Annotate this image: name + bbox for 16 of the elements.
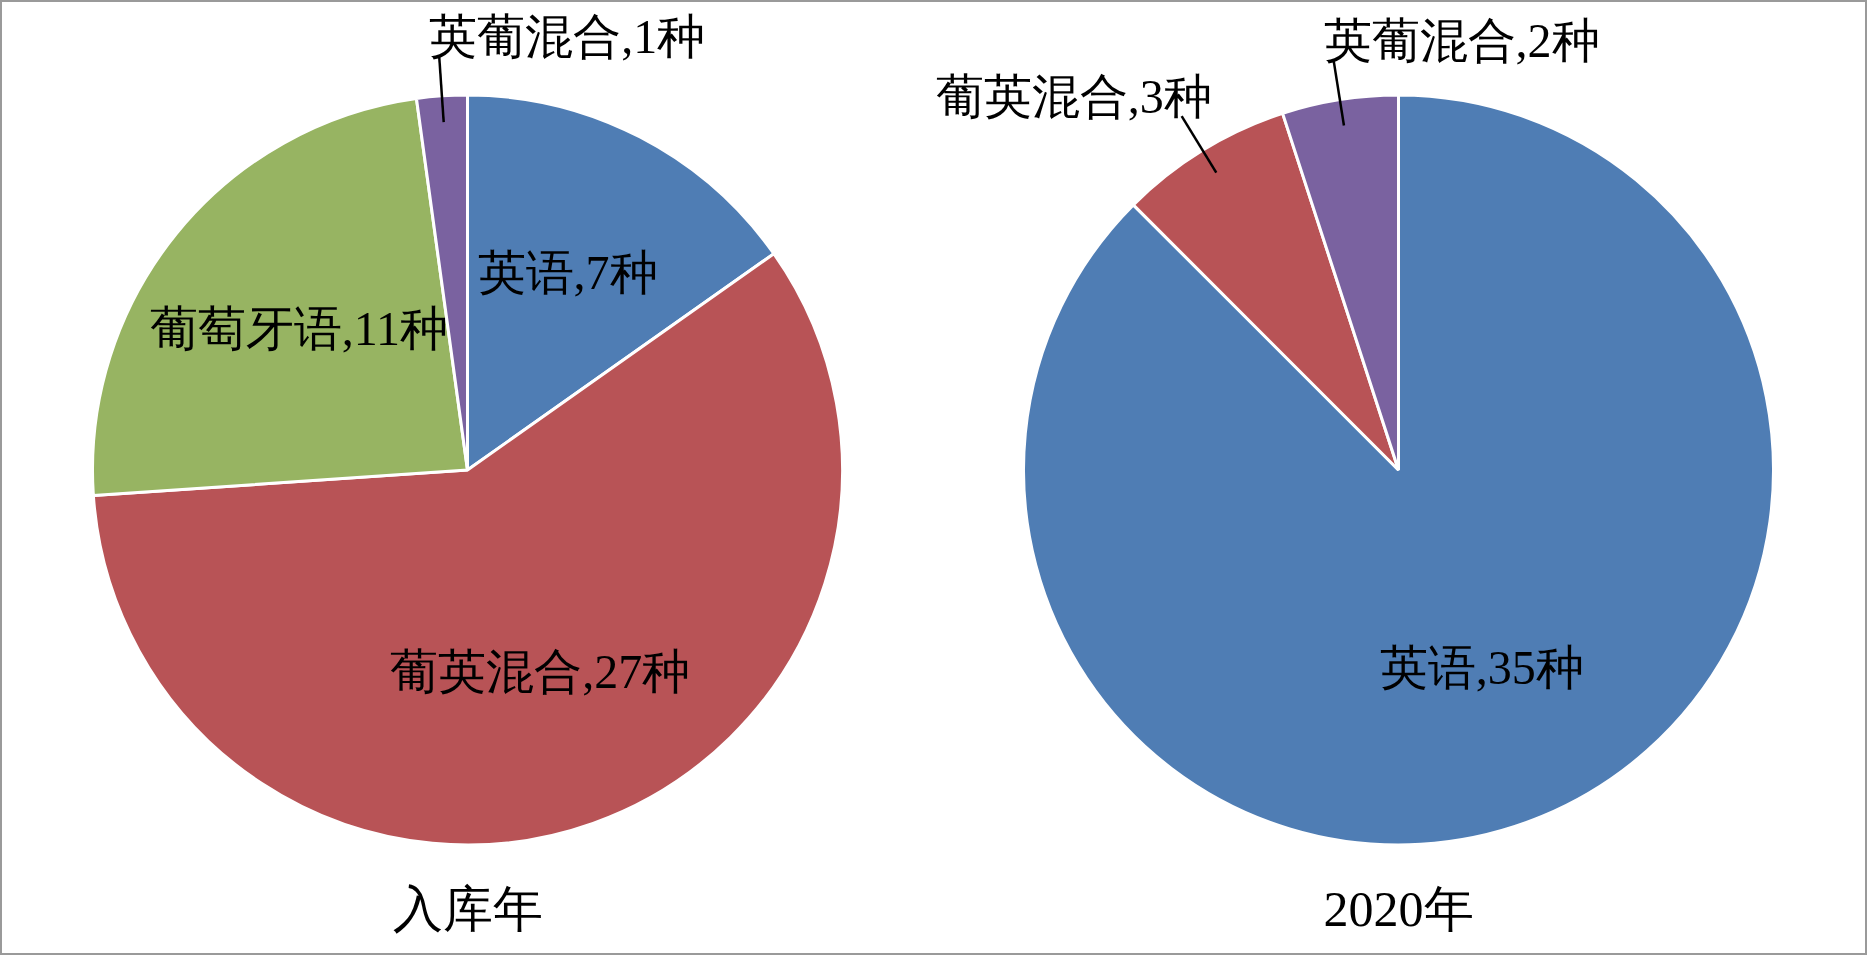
- data-label: ,27种: [582, 644, 691, 698]
- slice-label: 葡英混合: [390, 644, 583, 698]
- slice-label: 英语: [477, 246, 574, 300]
- text: 2020年: [1323, 881, 1474, 938]
- data-label: ,7种: [573, 246, 658, 300]
- slice-label: 英葡混合: [429, 9, 622, 63]
- data-label: ,35种: [1475, 640, 1584, 694]
- data-label: ,11种: [341, 302, 448, 356]
- text: 入库年: [392, 881, 543, 938]
- slice-label: 葡萄牙语: [149, 302, 342, 356]
- slice-label: 英葡混合: [1323, 13, 1516, 67]
- slice-label: 葡英混合: [935, 69, 1128, 123]
- slice-label: 英语: [1379, 640, 1476, 694]
- data-label: ,3种: [1127, 69, 1212, 123]
- data-label: ,1种: [621, 9, 706, 63]
- data-label: ,2种: [1515, 13, 1600, 67]
